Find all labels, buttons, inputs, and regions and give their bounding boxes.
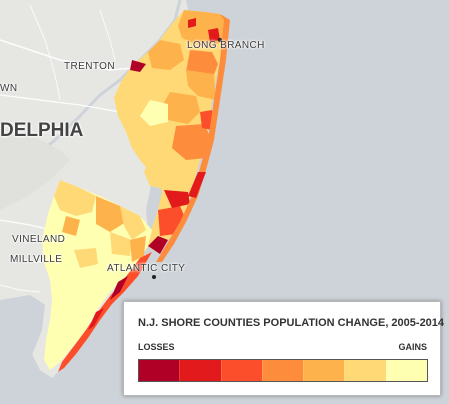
city-label: TRENTON bbox=[64, 61, 115, 72]
city-label: VINELAND bbox=[12, 234, 66, 245]
city-label: MILLVILLE bbox=[10, 254, 63, 265]
city-label: WN bbox=[0, 83, 18, 94]
city-label: LONG BRANCH bbox=[187, 40, 265, 51]
city-dot-long-branch bbox=[218, 38, 222, 42]
legend-swatch-1 bbox=[179, 360, 221, 381]
legend-panel: N.J. SHORE COUNTIES POPULATION CHANGE, 2… bbox=[123, 301, 445, 396]
legend-title: N.J. SHORE COUNTIES POPULATION CHANGE, 2… bbox=[138, 317, 445, 329]
legend-low-label: LOSSES bbox=[138, 342, 175, 352]
city-label: DELPHIA bbox=[0, 120, 84, 141]
legend-swatch-0 bbox=[139, 360, 180, 381]
legend-swatch-2 bbox=[220, 360, 262, 381]
legend-high-label: GAINS bbox=[398, 342, 427, 352]
city-label: ATLANTIC CITY bbox=[107, 263, 186, 274]
city-dot-atlantic-city bbox=[152, 275, 156, 279]
legend-swatch-6 bbox=[385, 360, 427, 381]
legend-swatch-4 bbox=[303, 360, 345, 381]
legend-swatch-3 bbox=[261, 360, 304, 381]
legend-swatch-5 bbox=[344, 360, 386, 381]
legend-color-scale bbox=[138, 359, 428, 382]
